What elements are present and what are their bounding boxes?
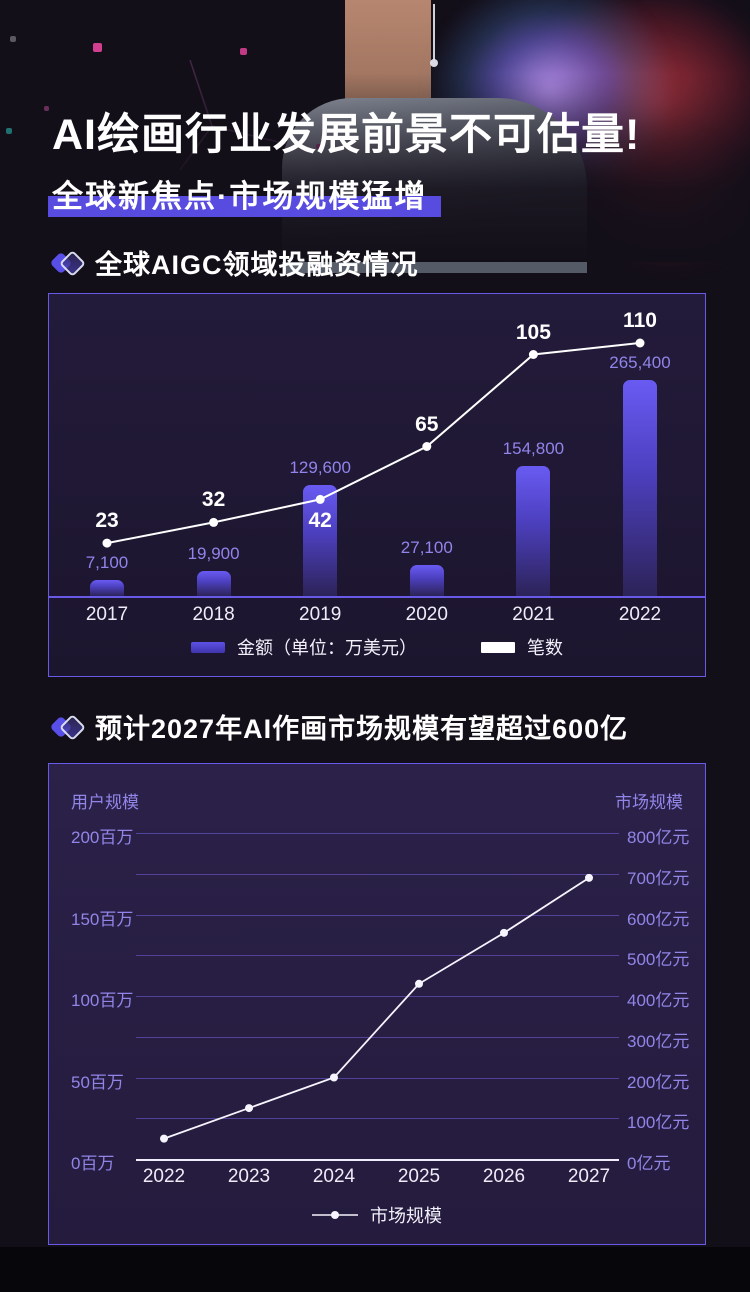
legend-item-amount: 金额（单位：万美元） — [191, 634, 417, 660]
grid-line — [136, 833, 619, 834]
x-axis-label: 2021 — [512, 604, 555, 625]
right-axis-title: 市场规模 — [615, 793, 683, 812]
x-axis-line — [49, 596, 705, 598]
count-value-label: 23 — [95, 509, 119, 533]
section2-title: 预计2027年AI作画市场规模有望超过600亿 — [95, 714, 629, 744]
right-axis-tick: 200亿元 — [627, 1072, 690, 1092]
amount-swatch — [191, 641, 225, 653]
count-line-series — [102, 338, 645, 548]
x-axis-label: 2022 — [618, 604, 662, 625]
amount-value-label: 19,900 — [187, 544, 240, 563]
legend-item-market: 市场规模 — [312, 1202, 442, 1228]
count-swatch — [481, 641, 515, 653]
diamond-icon — [49, 247, 86, 279]
x-axis-label: 2019 — [299, 604, 342, 625]
x-axis-label: 2023 — [227, 1166, 271, 1187]
right-axis-tick: 500亿元 — [627, 950, 690, 970]
chart2-legend: 市场规模 — [49, 1202, 705, 1228]
market-line-series — [160, 873, 593, 1143]
count-value-label: 42 — [308, 509, 332, 533]
right-axis-tick: 300亿元 — [627, 1031, 690, 1051]
x-axis-label: 2027 — [567, 1166, 611, 1187]
count-legend-label: 笔数 — [527, 638, 563, 658]
page-subtitle: 全球新焦点·市场规模猛增 — [48, 171, 442, 217]
x-axis-label: 2017 — [85, 604, 129, 625]
amount-value-label: 7,100 — [85, 553, 129, 572]
page-title: AI绘画行业发展前景不可估量! — [52, 111, 641, 159]
amount-bar — [516, 466, 551, 596]
section2-header: 预计2027年AI作画市场规模有望超过600亿 — [49, 707, 629, 746]
section1-title: 全球AIGC领域投融资情况 — [95, 250, 419, 280]
chart1-legend: 金额（单位：万美元） 笔数 — [49, 634, 705, 660]
grid-line — [136, 955, 619, 957]
legend-item-count: 笔数 — [481, 634, 563, 660]
x-axis-label: 2024 — [312, 1166, 356, 1187]
hero-dot-cyan — [6, 128, 12, 134]
left-axis-tick: 100百万 — [71, 991, 134, 1010]
amount-value-label: 129,600 — [289, 458, 351, 477]
amount-bar — [409, 565, 444, 596]
right-axis-tick: 700亿元 — [627, 868, 690, 888]
grid-line — [136, 1118, 619, 1120]
x-axis-label: 2025 — [397, 1166, 441, 1187]
hero-dot-pink-2 — [240, 48, 247, 55]
left-axis-title: 用户规模 — [71, 793, 139, 812]
count-value-label: 105 — [515, 320, 551, 344]
right-axis-tick: 600亿元 — [627, 909, 690, 929]
right-axis-tick: 0亿元 — [627, 1154, 671, 1173]
grid-line — [136, 1036, 619, 1038]
grid-line — [136, 1159, 619, 1161]
amount-bar — [623, 380, 657, 596]
hero-dot-pink — [93, 43, 102, 52]
grid-line — [136, 873, 619, 875]
bottom-strip — [0, 1247, 750, 1292]
x-axis-label: 2018 — [192, 604, 235, 625]
count-value-label: 65 — [415, 412, 439, 436]
right-axis-tick: 100亿元 — [627, 1113, 690, 1133]
x-axis-label: 2020 — [405, 604, 448, 625]
left-axis-tick: 0百万 — [71, 1154, 115, 1173]
market-line-swatch — [312, 1211, 358, 1219]
x-axis-label: 2026 — [482, 1166, 526, 1187]
section1-header: 全球AIGC领域投融资情况 — [49, 243, 419, 282]
left-axis-tick: 50百万 — [71, 1072, 124, 1092]
hero-image — [0, 0, 750, 290]
right-axis-tick: 800亿元 — [627, 828, 690, 847]
amount-value-label: 27,100 — [400, 538, 453, 557]
market-legend-label: 市场规模 — [370, 1206, 442, 1226]
count-value-label: 110 — [623, 309, 657, 332]
grid-line — [136, 1077, 619, 1079]
grid-line — [136, 996, 619, 997]
amount-bar — [196, 571, 231, 596]
left-axis-tick: 150百万 — [71, 909, 134, 929]
diamond-icon-2 — [49, 711, 86, 743]
amount-legend-label: 金额（单位：万美元） — [237, 638, 417, 658]
subtitle-highlight-bar — [48, 196, 442, 217]
amount-value-label: 265,400 — [609, 353, 671, 372]
right-axis-tick: 400亿元 — [627, 991, 690, 1010]
chart1-panel-aigc-investment: 7,100 19,900 129,600 27,100 154,800 265,400 23… — [48, 293, 706, 677]
chart2-panel-market-forecast: 用户规模 市场规模 200百万 800亿元 700亿元 150百万 600亿元 500亿元 10… — [48, 763, 706, 1245]
count-value-label: 32 — [201, 488, 226, 512]
amount-value-label: 154,800 — [502, 439, 565, 458]
hero-dot-gray — [10, 36, 16, 42]
grid-line — [136, 914, 619, 916]
hero-dot-purple — [44, 106, 49, 111]
amount-bar — [90, 580, 124, 596]
left-axis-tick: 200百万 — [71, 828, 134, 847]
x-axis-label: 2022 — [142, 1166, 186, 1187]
hero-earring — [430, 4, 438, 67]
